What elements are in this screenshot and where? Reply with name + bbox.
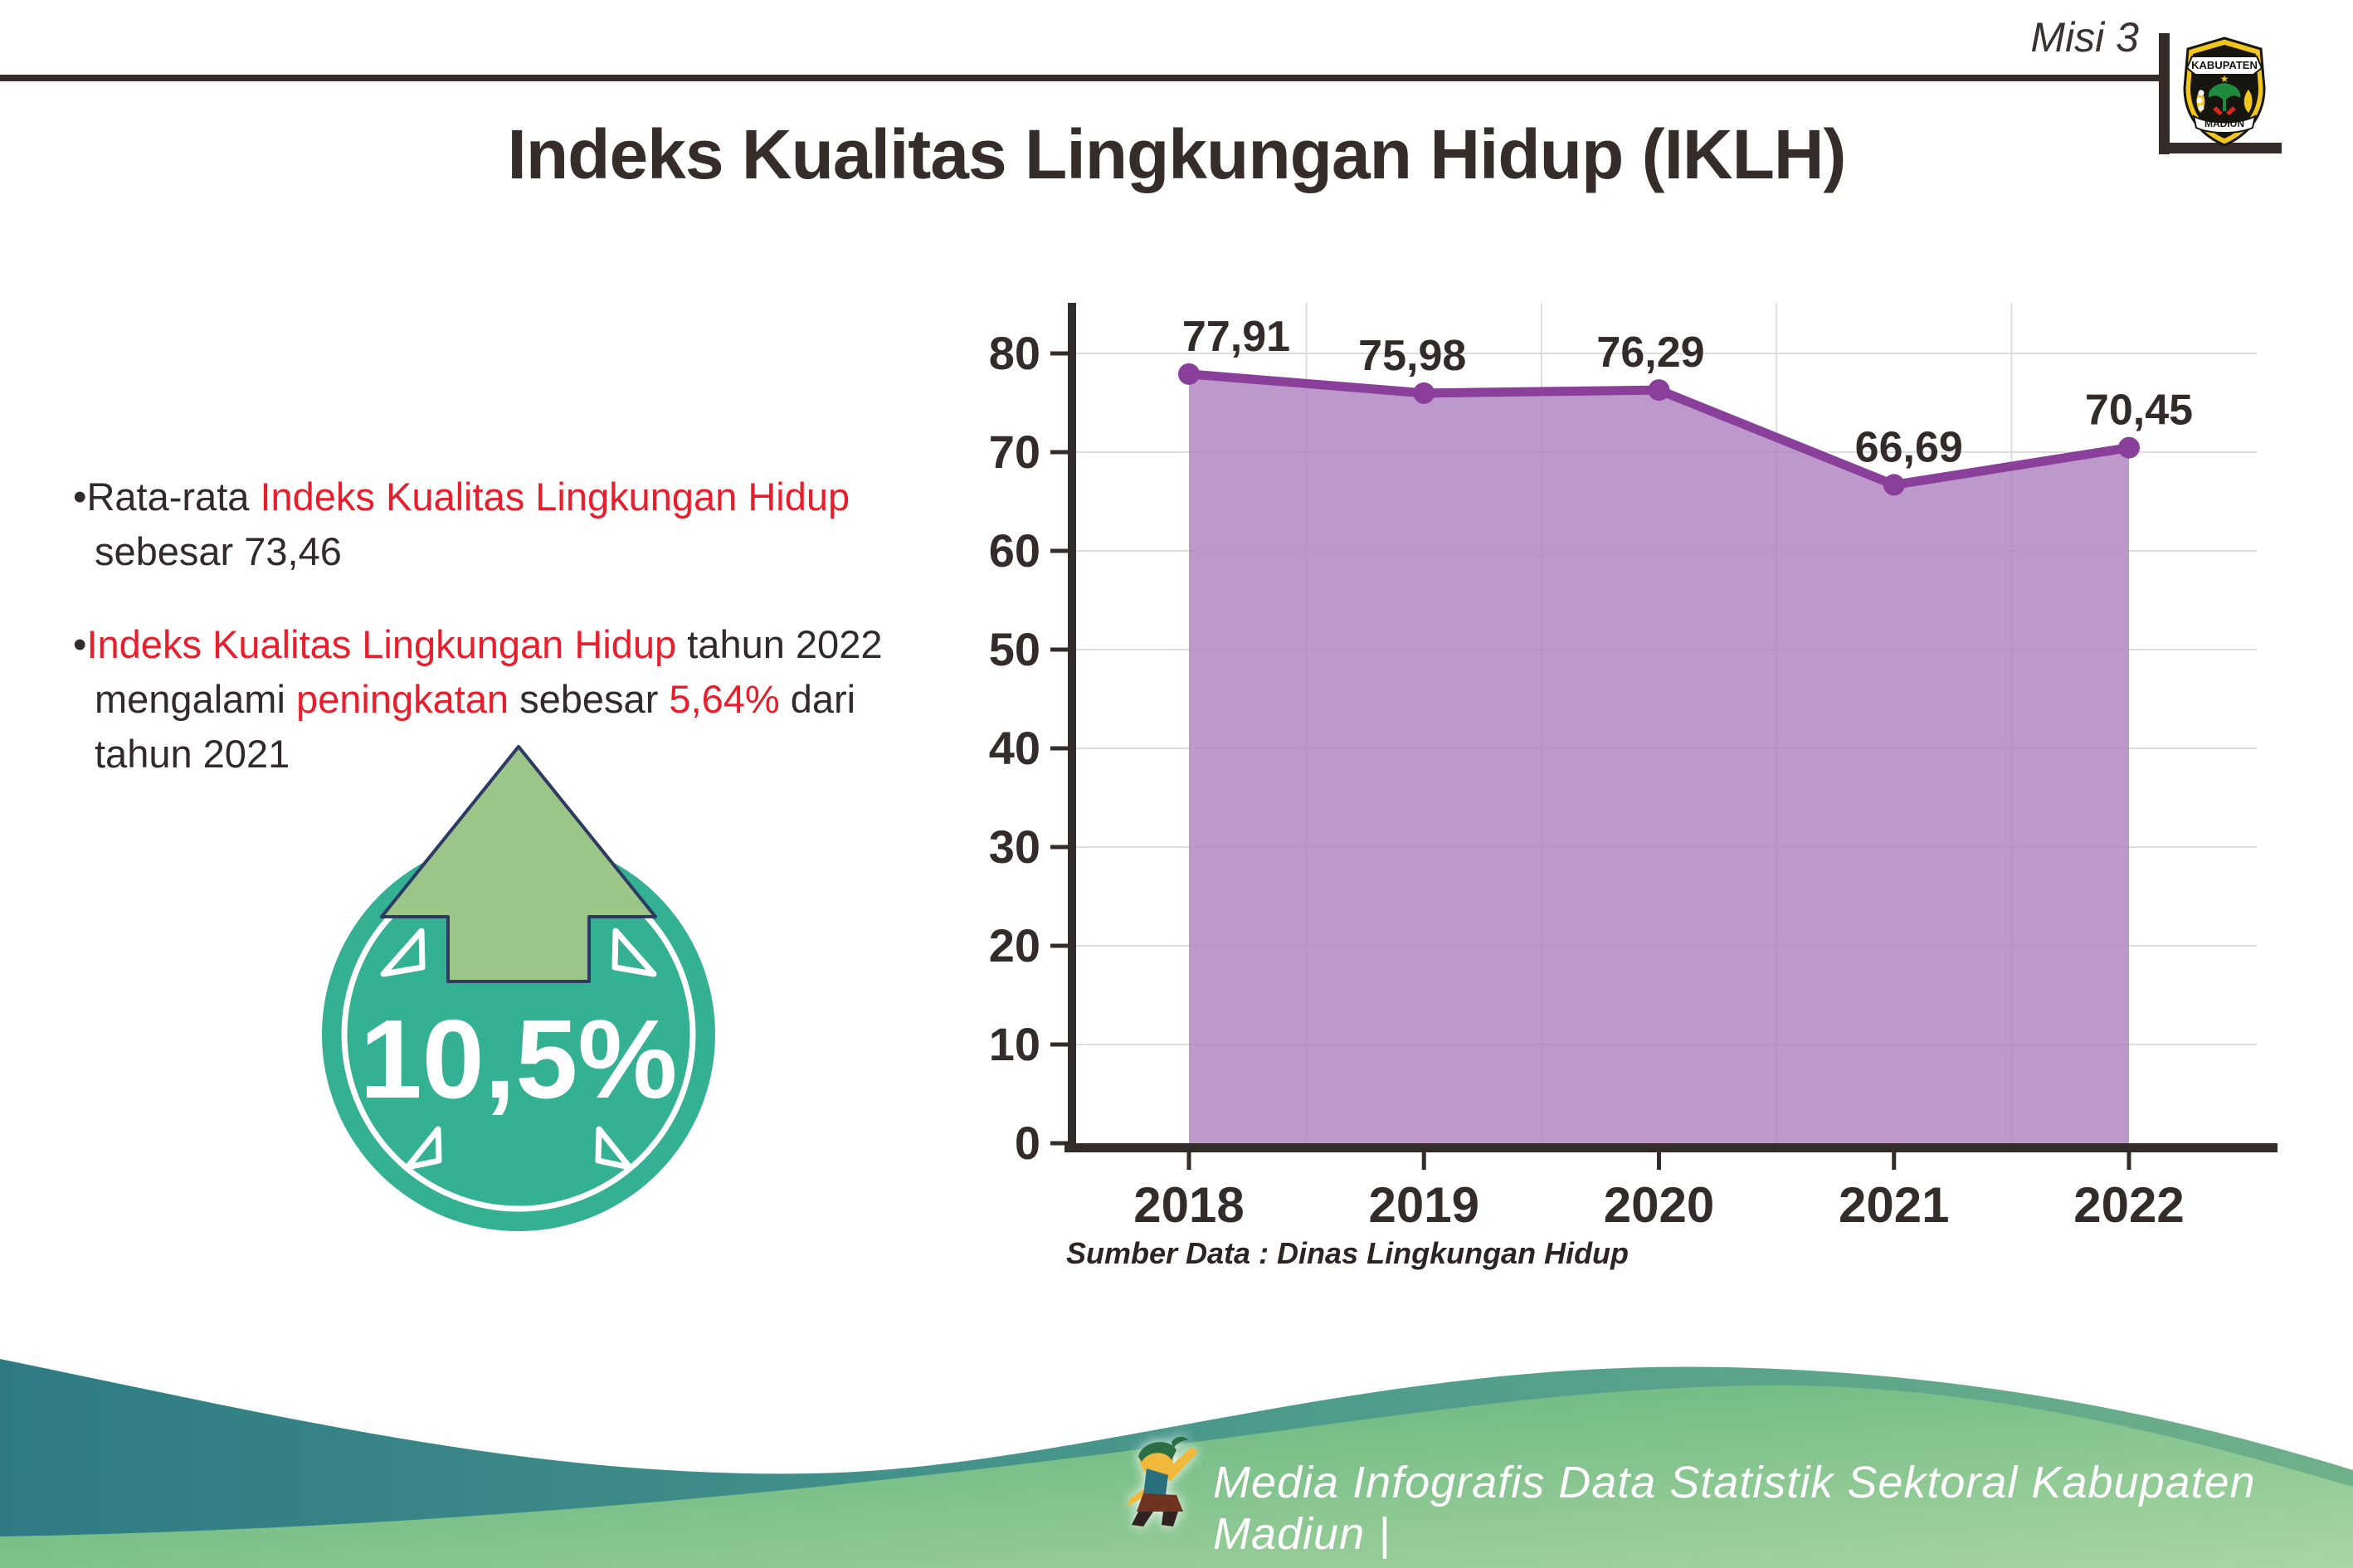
chart-source-note: Sumber Data : Dinas Lingkungan Hidup — [1066, 1236, 1630, 1270]
sparkle-triangle-icon — [595, 1126, 633, 1171]
data-point — [1413, 382, 1435, 404]
bullet-1-line-2: sebesar 73,46 — [95, 529, 342, 573]
key-findings: •Rata-rata Indeks Kualitas Lingkungan Hi… — [73, 470, 1019, 782]
data-point — [1883, 474, 1905, 496]
value-label: 77,91 — [1182, 313, 1290, 361]
value-label: 76,29 — [1596, 329, 1704, 377]
iklh-area-chart: 0 10 20 30 40 50 60 70 80 2018 2019 2020 2021 2022 77,… — [989, 303, 2277, 1233]
up-arrow-icon — [380, 745, 657, 983]
logo-bottom-text: MADIUN — [2204, 118, 2244, 129]
bullet-2-line-3: tahun 2021 — [95, 732, 290, 776]
highlight-red: Indeks Kualitas Lingkungan Hidup — [260, 475, 850, 519]
sparkle-triangle-icon — [404, 1126, 442, 1171]
wave-front-green — [0, 1385, 2353, 1568]
year-label: 2022 — [2073, 1177, 2184, 1233]
y-axis-label: 20 — [989, 919, 1040, 971]
y-axis-label: 70 — [989, 426, 1040, 478]
y-axis-label: 40 — [989, 722, 1040, 774]
bullet-2-line-2: mengalami peningkatan sebesar 5,64% dari — [95, 677, 856, 721]
y-axis-label: 60 — [989, 524, 1040, 577]
year-label: 2018 — [1133, 1177, 1244, 1233]
highlight-red: 5,64% — [669, 677, 780, 721]
growth-badge: 10,5% — [322, 745, 715, 1231]
y-axis-label: 50 — [989, 623, 1040, 675]
misi-label: Misi 3 — [2030, 14, 2139, 61]
logo-top-text: KABUPATEN — [2191, 59, 2258, 71]
value-label: 70,45 — [2085, 387, 2193, 435]
badge-value: 10,5% — [360, 996, 678, 1122]
bullet-2-line-1: •Indeks Kualitas Lingkungan Hidup tahun … — [73, 622, 883, 666]
x-axis — [1064, 1143, 2277, 1152]
page-title: Indeks Kualitas Lingkungan Hidup (IKLH) — [507, 115, 1846, 193]
value-label: 75,98 — [1358, 332, 1466, 380]
logo-frame-horizontal — [2159, 143, 2282, 153]
kabupaten-madiun-logo-icon: KABUPATEN ★ MADIUN — [2183, 37, 2266, 146]
value-label: 66,69 — [1855, 423, 1963, 471]
y-axis-label: 10 — [989, 1018, 1040, 1070]
sparkle-triangle-icon — [611, 928, 657, 977]
bullet-1-line-1: •Rata-rata Indeks Kualitas Lingkungan Hi… — [73, 475, 850, 519]
footer-caption: Media Infografis Data Statistik Sektoral… — [1213, 1458, 2256, 1559]
y-axis-label: 80 — [989, 327, 1040, 379]
logo-frame-vertical — [2159, 33, 2170, 154]
area-fill — [1189, 373, 2129, 1144]
y-axis-label: 0 — [1015, 1117, 1040, 1169]
sparkle-triangle-icon — [380, 928, 426, 977]
highlight-red: peningkatan — [295, 677, 509, 721]
highlight-red: Indeks Kualitas Lingkungan Hidup — [86, 622, 677, 666]
data-point — [1648, 379, 1670, 402]
data-point — [2118, 436, 2140, 459]
data-point — [1178, 363, 1200, 385]
year-label: 2020 — [1604, 1177, 1714, 1233]
y-axis — [1068, 303, 1076, 1152]
mascot-icon — [1127, 1436, 1198, 1527]
logo-star-icon: ★ — [2220, 73, 2229, 85]
header-rule — [0, 75, 2167, 81]
year-label: 2021 — [1839, 1177, 1949, 1233]
y-axis-label: 30 — [989, 821, 1040, 873]
year-label: 2019 — [1369, 1177, 1479, 1233]
